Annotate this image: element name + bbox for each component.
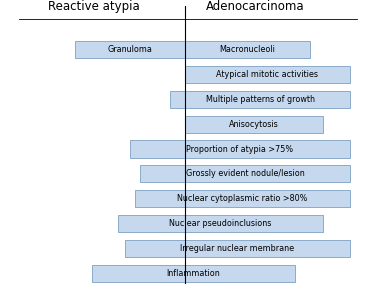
FancyBboxPatch shape bbox=[125, 240, 350, 257]
Text: Irregular nuclear membrane: Irregular nuclear membrane bbox=[180, 244, 294, 253]
FancyBboxPatch shape bbox=[185, 41, 310, 58]
FancyBboxPatch shape bbox=[118, 215, 323, 232]
Text: Proportion of atypia >75%: Proportion of atypia >75% bbox=[186, 145, 294, 153]
Text: Multiple patterns of growth: Multiple patterns of growth bbox=[206, 95, 314, 104]
FancyBboxPatch shape bbox=[185, 116, 323, 133]
FancyBboxPatch shape bbox=[75, 41, 185, 58]
Text: Nuclear cytoplasmic ratio >80%: Nuclear cytoplasmic ratio >80% bbox=[177, 194, 308, 203]
FancyBboxPatch shape bbox=[140, 165, 350, 182]
Text: Macronucleoli: Macronucleoli bbox=[220, 45, 276, 54]
Text: Grossly evident nodule/lesion: Grossly evident nodule/lesion bbox=[186, 169, 305, 178]
FancyBboxPatch shape bbox=[92, 265, 295, 282]
Text: Granuloma: Granuloma bbox=[108, 45, 152, 54]
Text: Adenocarcinoma: Adenocarcinoma bbox=[206, 0, 305, 13]
FancyBboxPatch shape bbox=[130, 140, 350, 158]
FancyBboxPatch shape bbox=[185, 66, 350, 83]
Text: Inflammation: Inflammation bbox=[167, 269, 220, 278]
FancyBboxPatch shape bbox=[170, 91, 350, 108]
Text: Atypical mitotic activities: Atypical mitotic activities bbox=[217, 70, 318, 79]
Text: Reactive atypia: Reactive atypia bbox=[48, 0, 140, 13]
Text: Nuclear pseudoinclusions: Nuclear pseudoinclusions bbox=[169, 219, 272, 228]
FancyBboxPatch shape bbox=[135, 190, 350, 207]
Text: Anisocytosis: Anisocytosis bbox=[229, 120, 279, 129]
